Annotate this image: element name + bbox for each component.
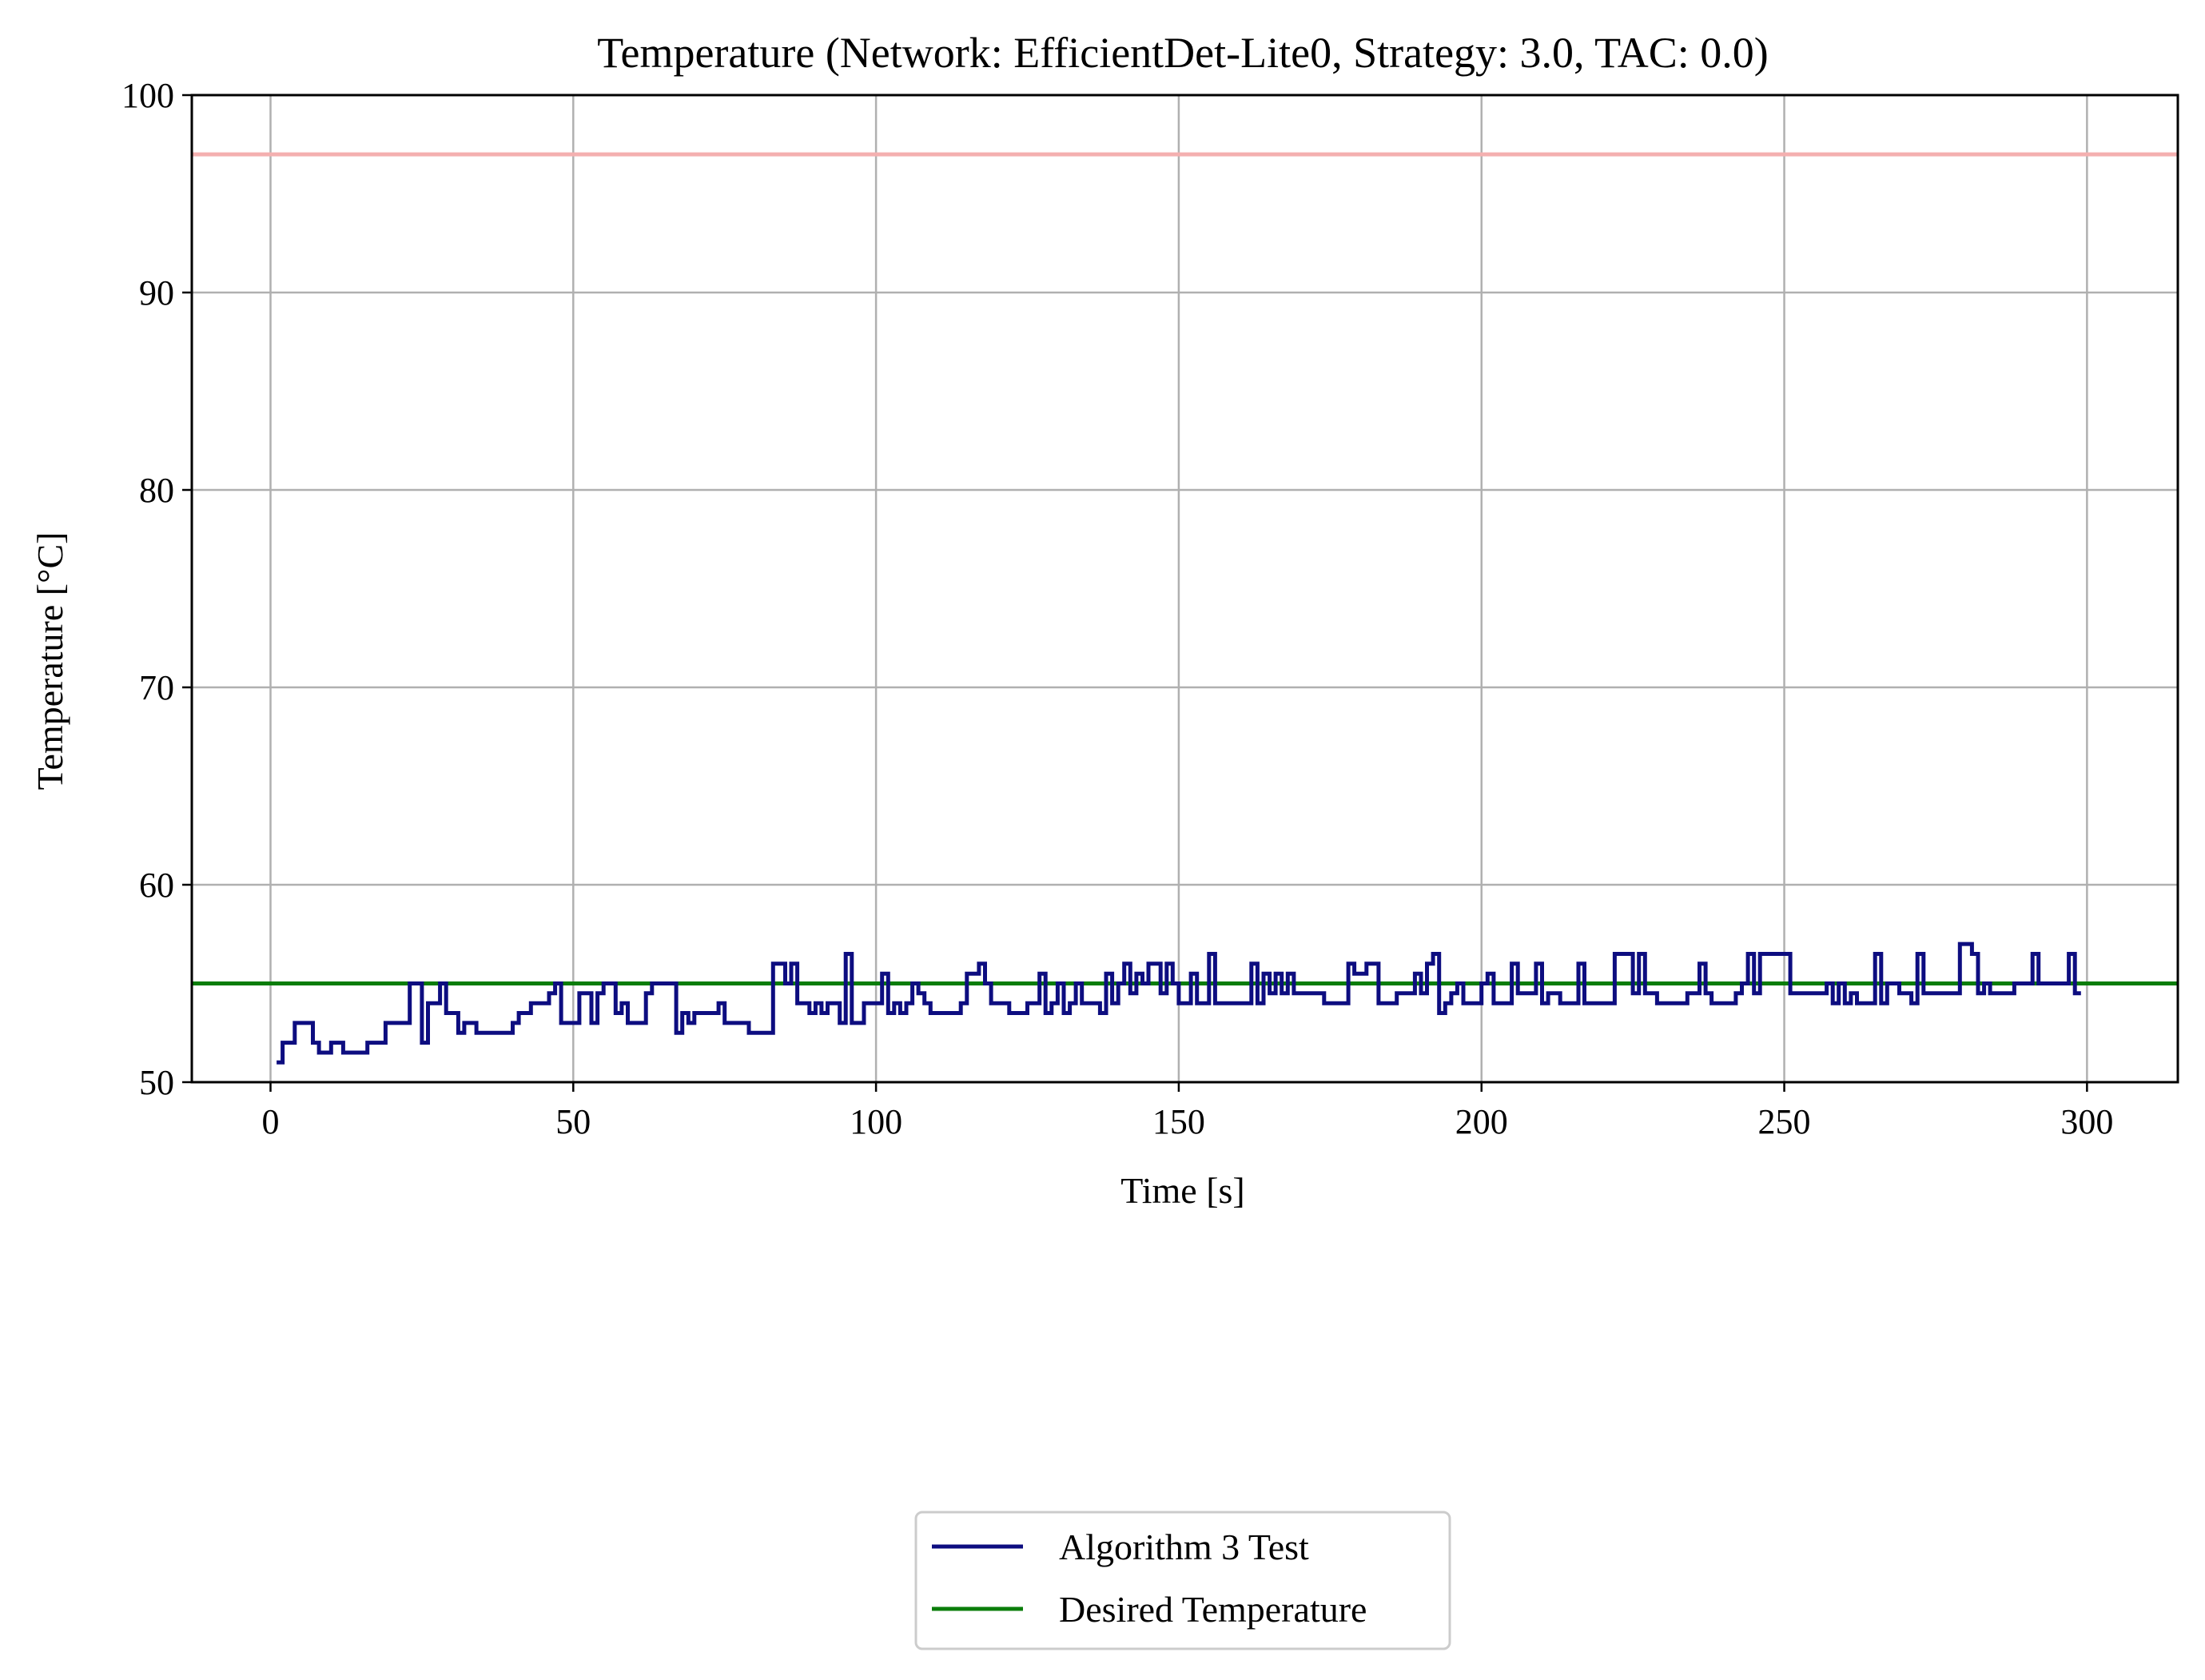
axes-frame	[190, 94, 2179, 1084]
y-tick-label: 70	[139, 668, 174, 707]
x-tick-label: 100	[850, 1102, 902, 1141]
x-tick-label: 50	[555, 1102, 591, 1141]
legend-box	[914, 1511, 1451, 1650]
plot-series	[277, 942, 2081, 1065]
y-tick-label: 60	[139, 866, 174, 905]
y-axis-ticks: 50 60 70 80 90 100	[121, 76, 192, 1102]
x-axis-label: Time [s]	[1120, 1170, 1245, 1211]
y-tick-label: 100	[121, 76, 174, 115]
y-tick-label: 80	[139, 471, 174, 510]
x-tick-label: 200	[1455, 1102, 1508, 1141]
x-axis-ticks: 0 50 100 150 200 250 300	[261, 1082, 2113, 1141]
y-tick-label: 50	[139, 1063, 174, 1102]
y-tick-label: 90	[139, 273, 174, 313]
legend-label-algorithm: Algorithm 3 Test	[1059, 1527, 1309, 1567]
reference-lines	[192, 152, 2178, 985]
chart-title: Temperature (Network: EfficientDet-Lite0…	[597, 29, 1768, 77]
x-tick-label: 300	[2060, 1102, 2113, 1141]
algorithm-3-test-line	[277, 942, 2081, 1065]
x-tick-label: 150	[1152, 1102, 1205, 1141]
y-axis-label: Temperature [°C]	[30, 532, 70, 790]
x-tick-label: 0	[261, 1102, 279, 1141]
legend: Algorithm 3 Test Desired Temperature	[914, 1511, 1451, 1650]
x-tick-label: 250	[1758, 1102, 1811, 1141]
legend-label-desired: Desired Temperature	[1059, 1589, 1367, 1630]
